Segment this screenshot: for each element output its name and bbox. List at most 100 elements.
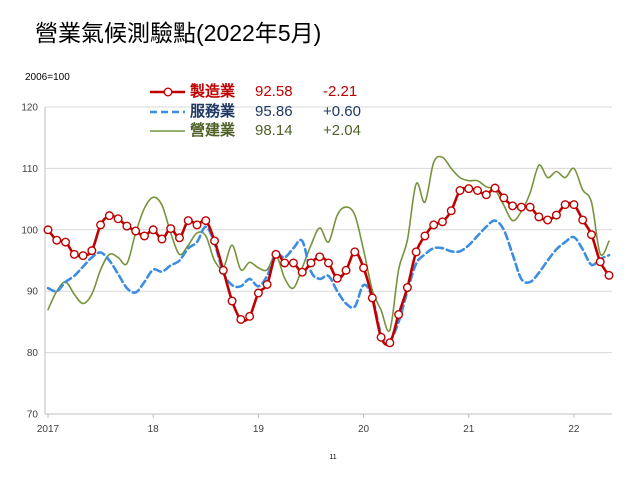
data-point xyxy=(297,267,307,277)
data-point xyxy=(122,221,132,231)
data-point xyxy=(481,190,491,200)
legend-item-construction: 營建業 98.14 +2.04 xyxy=(148,121,378,141)
data-point xyxy=(394,310,404,320)
data-point xyxy=(157,234,167,244)
data-point xyxy=(464,184,474,194)
chart-title: 營業氣候測驗點(2022年5月) xyxy=(35,20,322,46)
base-year-note: 2006=100 xyxy=(25,72,70,83)
data-point xyxy=(174,233,184,243)
series-group-2 xyxy=(46,219,611,343)
data-point xyxy=(569,200,579,210)
data-point xyxy=(490,183,500,193)
data-point xyxy=(429,220,439,230)
legend-latest-value: 95.86 xyxy=(255,103,293,120)
data-point xyxy=(508,201,518,211)
y-tick-label: 110 xyxy=(22,164,38,175)
data-point xyxy=(604,270,614,280)
data-point xyxy=(560,200,570,210)
data-point xyxy=(499,193,509,203)
data-point xyxy=(455,186,465,196)
data-point xyxy=(359,263,369,273)
data-point xyxy=(543,215,553,225)
data-point xyxy=(236,314,246,324)
data-point xyxy=(87,246,97,256)
legend-change-value: +0.60 xyxy=(323,103,361,120)
data-point xyxy=(367,293,377,303)
legend: 製造業 92.58 -2.21 服務業 95.86 +0.60 營建業 98.1… xyxy=(148,82,378,142)
data-point xyxy=(402,283,412,293)
legend-latest-value: 92.58 xyxy=(255,83,293,100)
data-point xyxy=(227,296,237,306)
legend-swatch-construction xyxy=(150,130,185,132)
data-point xyxy=(525,202,535,212)
y-tick-label: 70 xyxy=(27,410,39,421)
series-line-2 xyxy=(46,219,611,343)
data-point xyxy=(43,225,53,235)
data-point xyxy=(52,235,62,245)
legend-latest-value: 98.14 xyxy=(255,122,293,139)
legend-marker-sample xyxy=(163,87,173,97)
legend-label: 營建業 xyxy=(190,122,236,139)
data-point xyxy=(201,216,211,226)
legend-label: 服務業 xyxy=(190,103,236,120)
data-point xyxy=(245,311,255,321)
data-point xyxy=(376,332,386,342)
data-point xyxy=(306,258,316,268)
data-point xyxy=(288,258,298,268)
legend-change-value: +2.04 xyxy=(323,122,361,139)
data-point xyxy=(411,247,421,257)
data-point xyxy=(192,220,202,230)
x-tick-label: 18 xyxy=(148,424,160,435)
data-point xyxy=(218,265,228,275)
data-point xyxy=(183,216,193,226)
data-point xyxy=(139,231,149,241)
data-point xyxy=(166,224,176,234)
y-tick-label: 100 xyxy=(21,225,38,236)
data-point xyxy=(69,249,79,259)
data-point xyxy=(78,251,88,261)
data-point xyxy=(280,258,290,268)
x-tick-label: 21 xyxy=(463,424,475,435)
series-group-1 xyxy=(43,183,614,348)
data-point xyxy=(551,210,561,220)
data-point xyxy=(437,217,447,227)
data-point xyxy=(595,257,605,267)
legend-swatch-manufacturing xyxy=(150,87,185,97)
data-point xyxy=(350,247,360,257)
data-point xyxy=(96,220,106,230)
x-tick-label: 22 xyxy=(568,424,580,435)
x-tick-label: 2017 xyxy=(37,424,60,435)
data-point xyxy=(578,215,588,225)
page-number: 11 xyxy=(329,454,337,461)
data-point xyxy=(271,249,281,259)
series-line-3 xyxy=(47,155,610,333)
data-point xyxy=(262,279,272,289)
x-tick-label: 20 xyxy=(358,424,370,435)
data-point xyxy=(446,206,456,216)
data-point xyxy=(324,258,334,268)
legend-swatch-services xyxy=(150,110,185,114)
data-point xyxy=(61,237,71,247)
legend-label: 製造業 xyxy=(190,83,236,100)
data-point xyxy=(148,225,158,235)
series-group-3 xyxy=(47,155,610,333)
legend-change-value: -2.21 xyxy=(323,83,358,100)
data-point xyxy=(113,214,123,224)
legend-item-services: 服務業 95.86 +0.60 xyxy=(148,102,378,122)
data-point xyxy=(586,230,596,240)
data-point xyxy=(516,202,526,212)
y-tick-label: 80 xyxy=(27,348,39,359)
data-point xyxy=(104,211,114,221)
data-point xyxy=(131,226,141,236)
data-point xyxy=(534,212,544,222)
data-point xyxy=(385,338,395,348)
x-tick-label: 19 xyxy=(253,424,265,435)
data-point xyxy=(420,231,430,241)
legend-item-manufacturing: 製造業 92.58 -2.21 xyxy=(148,82,378,102)
data-point xyxy=(253,288,263,298)
y-tick-label: 90 xyxy=(27,287,39,298)
data-point xyxy=(315,252,325,262)
data-point xyxy=(332,273,342,283)
data-point xyxy=(473,186,483,196)
